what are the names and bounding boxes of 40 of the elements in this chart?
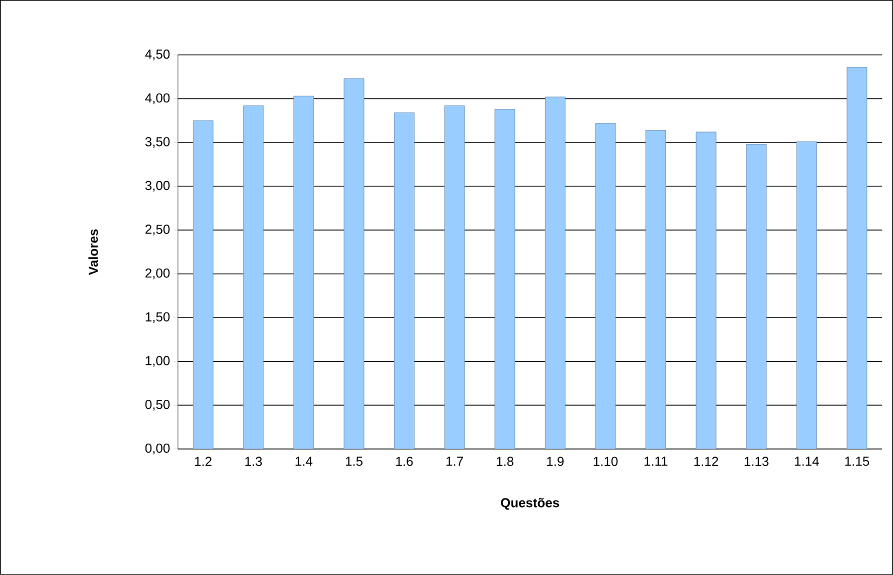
bar: [444, 106, 465, 450]
x-tick-label: 1.6: [396, 456, 413, 466]
x-tick-label: 1.10: [594, 456, 618, 466]
bar: [846, 67, 868, 450]
bar: [595, 123, 616, 450]
y-tick-label: 4,00: [145, 93, 170, 104]
bar: [344, 78, 364, 450]
x-tick-label: 1.13: [744, 456, 768, 466]
x-tick-label: 1.9: [547, 456, 564, 466]
x-tick-label: 1.12: [694, 456, 718, 466]
bar: [544, 96, 566, 450]
bar: [746, 144, 767, 450]
x-tick-label: 1.11: [644, 456, 668, 466]
x-tick-label: 1.7: [446, 456, 463, 466]
y-tick-label: 4,50: [145, 50, 170, 60]
x-tick-label: 1.14: [794, 456, 819, 466]
x-tick-label: 1.3: [245, 456, 262, 466]
y-tick-label: 0,50: [145, 400, 170, 411]
bar: [696, 132, 716, 450]
x-tick-label: 1.15: [845, 456, 870, 466]
bar: [243, 106, 264, 450]
y-tick-label: 1,50: [146, 312, 170, 324]
x-tick-label: 1.4: [296, 456, 312, 466]
y-tick-label: 2,50: [145, 224, 170, 236]
bar: [646, 130, 666, 450]
bar: [494, 109, 516, 450]
y-axis-title: Valores: [88, 229, 98, 276]
y-tick-label: 3,50: [145, 137, 170, 148]
y-tick-label: 1,00: [146, 356, 170, 367]
x-tick-label: 1.8: [496, 456, 514, 466]
bar: [293, 96, 314, 450]
bar: [796, 141, 817, 450]
y-tick-label: 0,00: [145, 444, 170, 454]
y-tick-label: 2,00: [145, 268, 170, 280]
x-tick-label: 1.5: [346, 456, 362, 466]
x-tick-label: 1.2: [195, 456, 212, 466]
bar: [394, 112, 414, 450]
y-tick-label: 3,00: [145, 180, 170, 192]
bar: [192, 120, 214, 450]
x-axis-title: Questões: [500, 498, 560, 510]
